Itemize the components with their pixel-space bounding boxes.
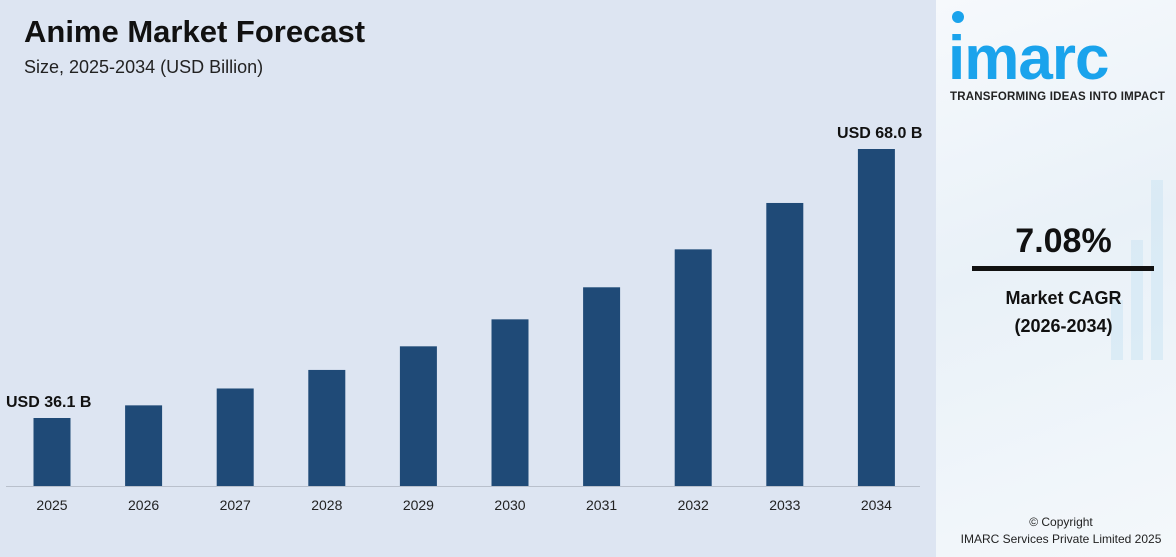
- chart-panel: Anime Market Forecast Size, 2025-2034 (U…: [6, 14, 923, 513]
- chart-title: Anime Market Forecast: [24, 14, 366, 49]
- copyright: © Copyright IMARC Services Private Limit…: [936, 514, 1176, 548]
- info-panel: imarc TRANSFORMING IDEAS INTO IMPACT 7.0…: [936, 0, 1176, 557]
- bar-2025: [33, 418, 71, 486]
- logo-tagline: TRANSFORMING IDEAS INTO IMPACT: [950, 91, 1166, 103]
- data-label: USD 36.1 B: [6, 394, 91, 411]
- x-tick-label: 2028: [311, 497, 342, 513]
- cagr-label: Market CAGR (2026-2034): [936, 284, 1176, 340]
- x-tick-label: 2025: [36, 497, 67, 513]
- x-tick-label: 2029: [403, 497, 434, 513]
- background-decoration: [1111, 300, 1123, 360]
- cagr-value: 7.08%: [1015, 222, 1112, 260]
- cagr-label-text: Market CAGR: [1005, 288, 1122, 308]
- copyright-text: © Copyright: [1029, 515, 1093, 529]
- logo-dot: [952, 11, 964, 23]
- x-tick-label: 2030: [494, 497, 525, 513]
- x-tick-label: 2032: [678, 497, 709, 513]
- background-decoration: [1151, 180, 1163, 360]
- bar-2029: [399, 346, 437, 486]
- bar-chart: 2025 USD 36.1 B 2026 2027 2028 2029 2030 2031 20…: [6, 125, 922, 513]
- bar-2031: [583, 287, 621, 486]
- x-tick-label: 2026: [128, 497, 159, 513]
- bar-2033: [766, 202, 804, 486]
- x-tick-label: 2031: [586, 497, 617, 513]
- data-label: USD 68.0 B: [837, 125, 922, 142]
- x-tick-label: 2034: [861, 497, 892, 513]
- bar-2030: [491, 319, 529, 486]
- bar-2027: [216, 388, 254, 486]
- bar-2034: [857, 149, 895, 486]
- bar-2032: [674, 249, 712, 486]
- company-name: IMARC Services Private Limited 2025: [960, 532, 1162, 546]
- cagr-period: (2026-2034): [1014, 316, 1113, 336]
- cagr-divider: [972, 266, 1154, 271]
- x-tick-label: 2033: [769, 497, 800, 513]
- x-tick-label: 2027: [220, 497, 251, 513]
- chart-subtitle: Size, 2025-2034 (USD Billion): [24, 57, 264, 77]
- imarc-logo: imarc: [948, 24, 1109, 93]
- bar-2026: [125, 405, 163, 486]
- bar-2028: [308, 369, 346, 486]
